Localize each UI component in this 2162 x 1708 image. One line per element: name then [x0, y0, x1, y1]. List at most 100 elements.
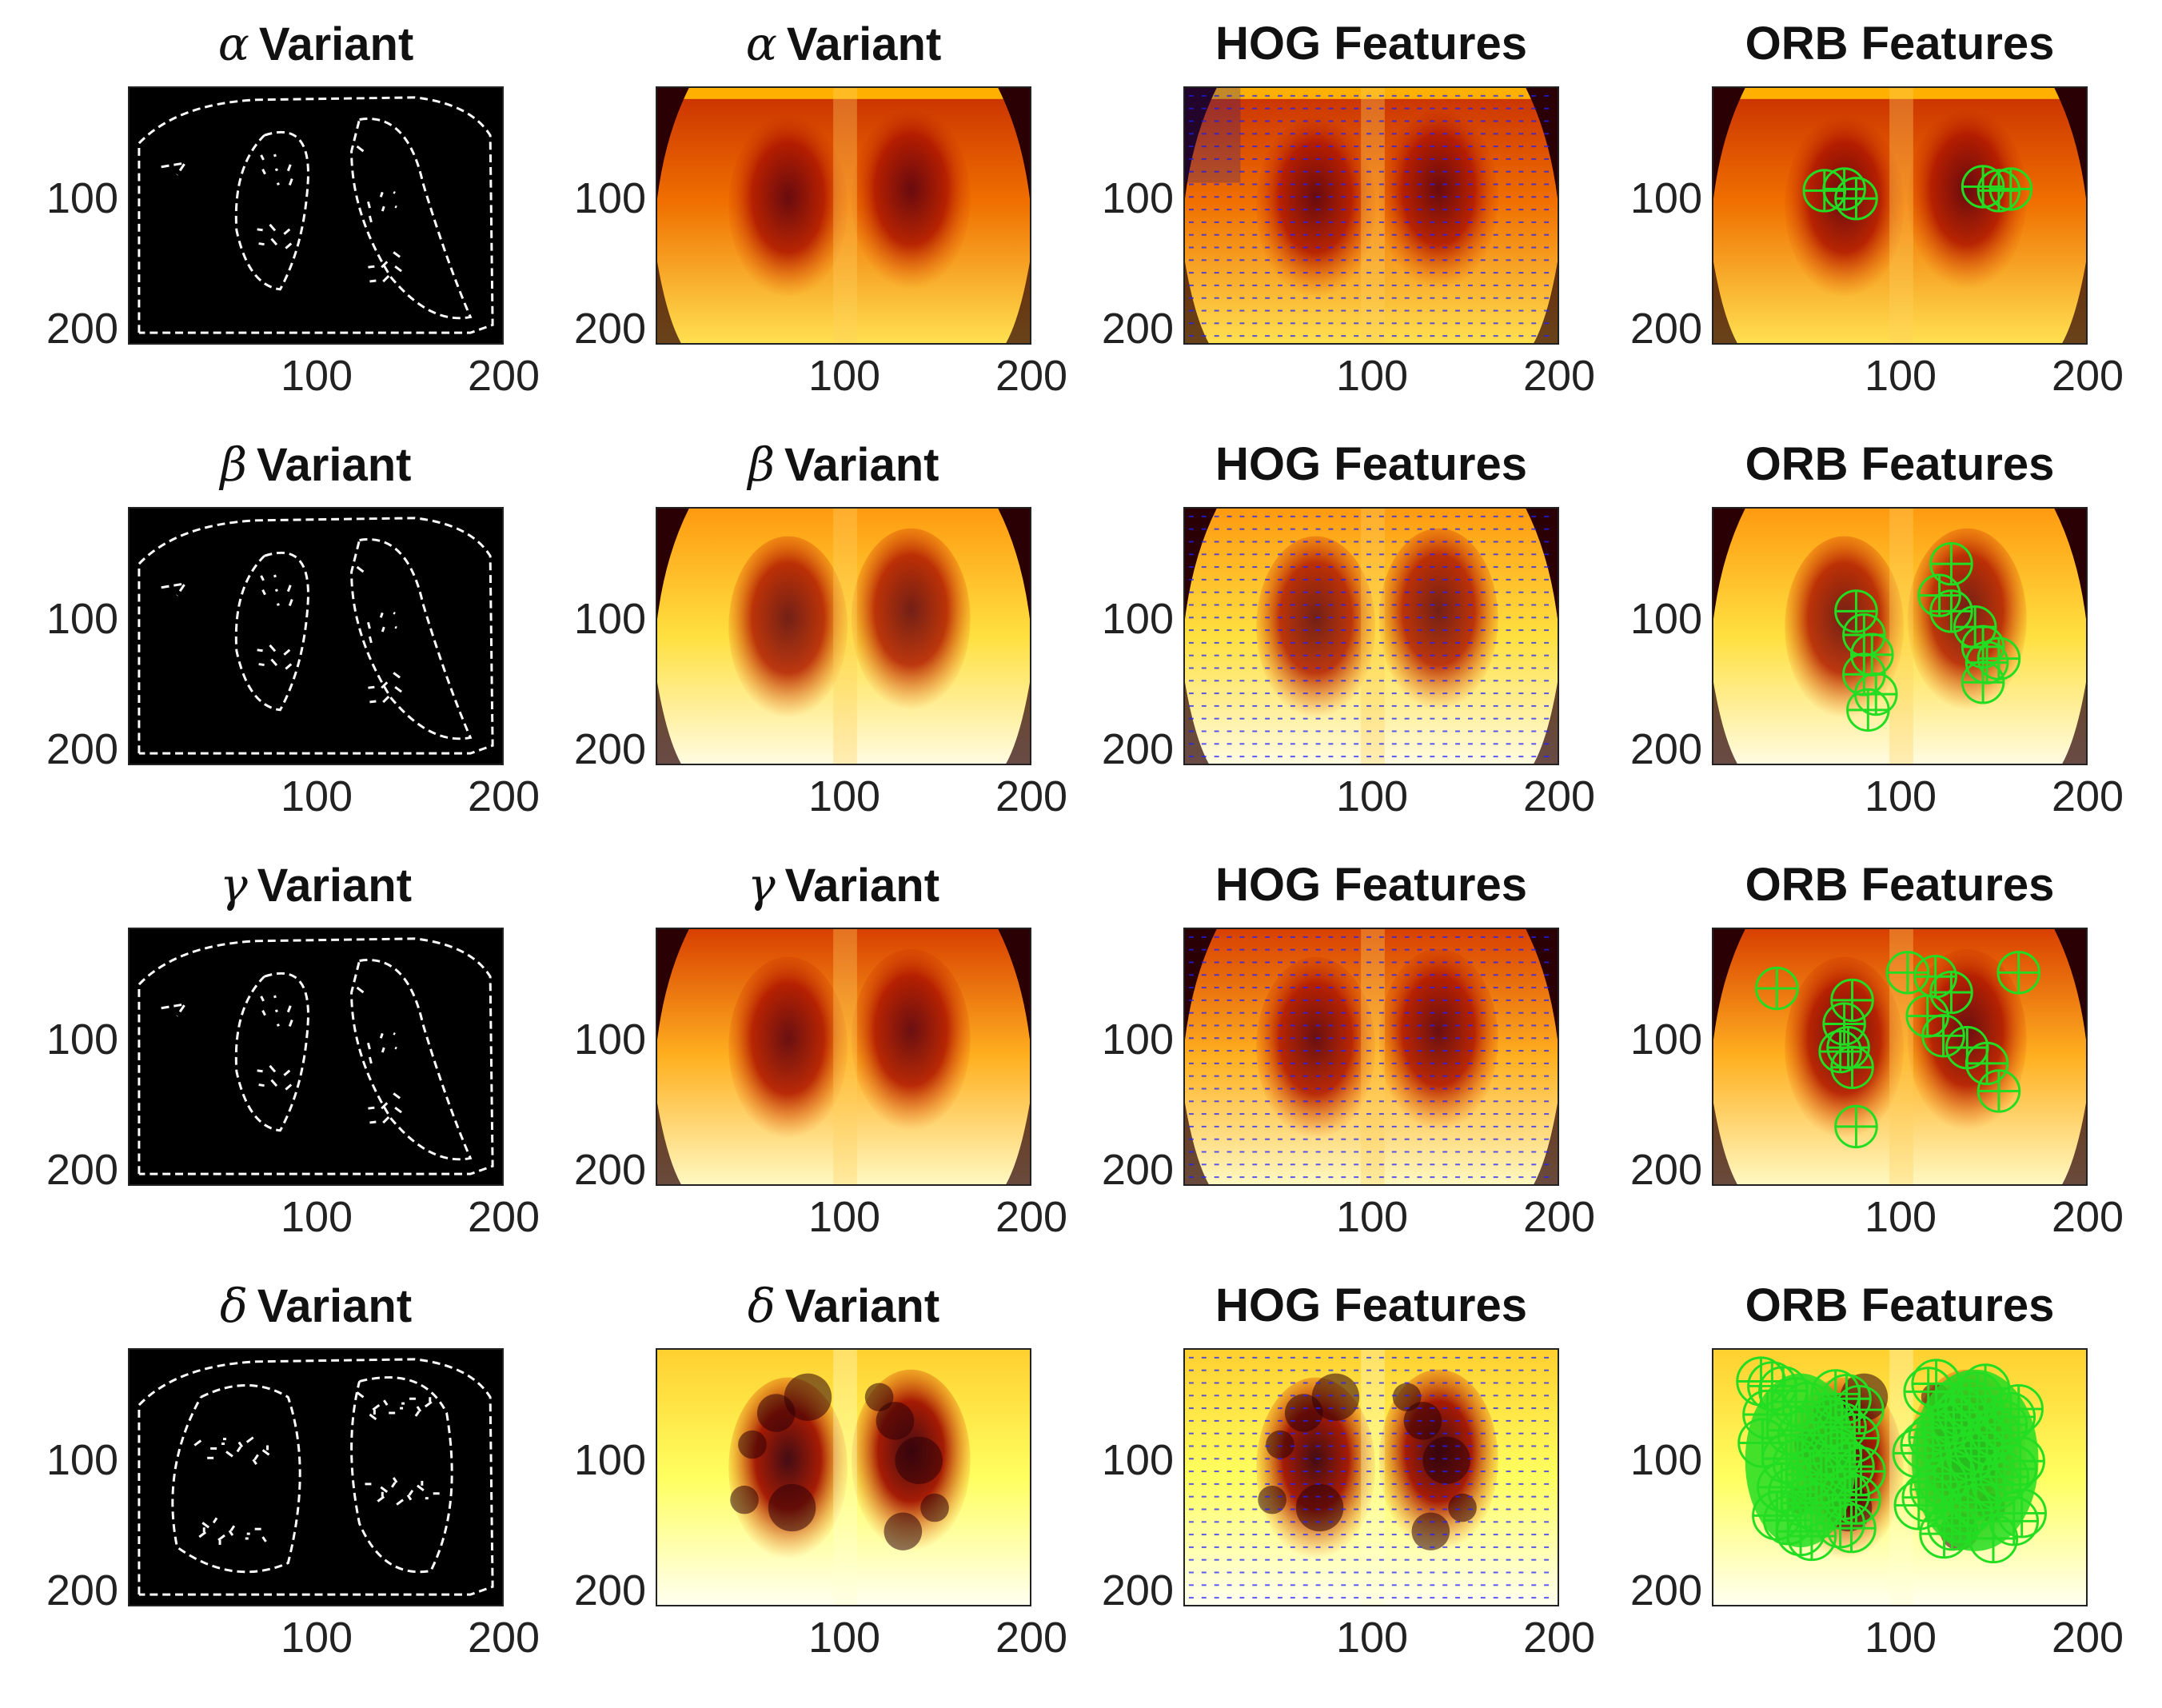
panel-title: ORB Features: [1680, 16, 2120, 72]
x-tick-label: 100: [1864, 1193, 1937, 1241]
panel-title: δ Variant: [96, 1278, 536, 1334]
y-tick-label: 200: [46, 305, 118, 353]
panel-title: HOG Features: [1151, 437, 1591, 493]
image-frame: [656, 1348, 1031, 1606]
y-tick-label: 100: [1101, 1016, 1174, 1064]
x-tick-label: 100: [1864, 352, 1937, 400]
y-tick-label: 100: [46, 174, 118, 222]
panel-title-text: Variant: [257, 860, 413, 912]
panel-title: HOG Features: [1151, 16, 1591, 72]
greek-symbol: δ: [747, 1279, 776, 1333]
hog-arrow-grid: [1188, 515, 1550, 758]
x-tick-label: 200: [995, 352, 1068, 400]
y-tick-label: 200: [573, 305, 646, 353]
panel-title: ORB Features: [1680, 437, 2120, 493]
x-tick-label: 200: [995, 1193, 1068, 1241]
edge-map-panel: δ Variant 100 200 100 200: [46, 1279, 540, 1662]
x-tick-label: 200: [467, 1614, 540, 1662]
panel-title-text: Variant: [257, 1280, 413, 1332]
y-tick-label: 200: [1101, 725, 1174, 773]
heatmap-panel: γ Variant 100 200 100 200: [574, 858, 1067, 1241]
greek-symbol: γ: [747, 858, 776, 912]
y-tick-label: 200: [46, 1566, 118, 1614]
panel-title-text: Variant: [784, 439, 939, 491]
xray-image: [130, 509, 502, 764]
y-tick-label: 100: [46, 595, 118, 643]
edge-map-panel: γ Variant 100 200 100 200: [46, 858, 540, 1241]
heatmap-panel: δ Variant 100 200 100 200: [574, 1279, 1067, 1662]
panel-title-text: ORB Features: [1745, 18, 2055, 70]
panel-title: HOG Features: [1151, 857, 1591, 913]
orb-features-panel: ORB Features 100 200 100 200: [1630, 859, 2124, 1241]
panel-title-text: HOG Features: [1215, 438, 1527, 490]
x-tick-label: 200: [1522, 772, 1596, 820]
panel-title: δ Variant: [624, 1278, 1063, 1334]
greek-symbol: α: [217, 17, 249, 71]
x-tick-label: 200: [2051, 352, 2124, 400]
y-tick-label: 100: [46, 1436, 118, 1484]
y-tick-label: 100: [1629, 595, 1702, 643]
xray-image: [657, 1350, 1030, 1605]
panel-title-text: Variant: [258, 18, 414, 70]
y-tick-label: 200: [1629, 1146, 1702, 1194]
xray-image: [1185, 1350, 1558, 1605]
x-tick-label: 100: [1335, 1614, 1409, 1662]
panel-title: β Variant: [96, 437, 536, 493]
y-tick-label: 200: [1629, 1566, 1702, 1614]
orb-keypoints: [1755, 951, 2040, 1149]
panel-title: γ Variant: [96, 857, 536, 913]
y-tick-label: 100: [1101, 595, 1174, 643]
x-tick-label: 100: [280, 1614, 353, 1662]
xray-image: [130, 1350, 502, 1605]
hog-arrow-grid: [1188, 1356, 1550, 1599]
y-tick-label: 200: [46, 1146, 118, 1194]
greek-symbol: α: [745, 17, 777, 71]
x-tick-label: 200: [2051, 772, 2124, 820]
y-tick-label: 200: [573, 725, 646, 773]
y-tick-label: 200: [1629, 305, 1702, 353]
x-tick-label: 200: [467, 352, 540, 400]
xray-image: [130, 88, 502, 343]
greek-symbol: γ: [219, 858, 248, 912]
panel-title: α Variant: [96, 16, 536, 72]
orb-features-panel: ORB Features 100 200 100 200: [1630, 1279, 2124, 1662]
y-tick-label: 100: [1101, 1436, 1174, 1484]
panel-title-text: HOG Features: [1215, 1279, 1527, 1331]
xray-image: [657, 929, 1030, 1184]
panel-title: β Variant: [624, 437, 1063, 493]
image-frame: [128, 86, 504, 345]
y-tick-label: 100: [1101, 174, 1174, 222]
image-frame: [656, 86, 1031, 345]
y-tick-label: 200: [1629, 725, 1702, 773]
xray-image: [657, 88, 1030, 343]
x-tick-label: 200: [2051, 1614, 2124, 1662]
x-tick-label: 100: [1335, 772, 1409, 820]
image-frame: [1712, 86, 2088, 345]
x-tick-label: 200: [467, 772, 540, 820]
panel-title: ORB Features: [1680, 857, 2120, 913]
xray-image: [130, 929, 502, 1184]
greek-symbol: δ: [219, 1279, 248, 1333]
image-frame: [656, 507, 1031, 765]
greek-symbol: β: [220, 437, 248, 492]
panel-title-text: Variant: [786, 18, 942, 70]
x-tick-label: 200: [1522, 352, 1596, 400]
x-tick-label: 100: [280, 772, 353, 820]
x-tick-label: 200: [2051, 1193, 2124, 1241]
y-tick-label: 200: [573, 1566, 646, 1614]
xray-image: [1713, 509, 2086, 764]
image-frame: [656, 928, 1031, 1186]
panel-title-text: HOG Features: [1215, 859, 1527, 911]
x-tick-label: 200: [1522, 1614, 1596, 1662]
y-tick-label: 200: [46, 725, 118, 773]
greek-symbol: β: [748, 437, 776, 492]
image-frame: [1183, 507, 1559, 765]
orb-keypoints: [1834, 541, 2021, 732]
image-frame: [1712, 928, 2088, 1186]
heatmap-panel: β Variant 100 200 100 200: [574, 437, 1067, 820]
image-frame: [1183, 86, 1559, 345]
x-tick-label: 100: [1335, 1193, 1409, 1241]
hog-features-panel: HOG Features 100 200 100 200: [1102, 438, 1595, 820]
y-tick-label: 100: [1629, 1436, 1702, 1484]
heatmap-panel: α Variant 100 200 100 200: [574, 17, 1067, 400]
